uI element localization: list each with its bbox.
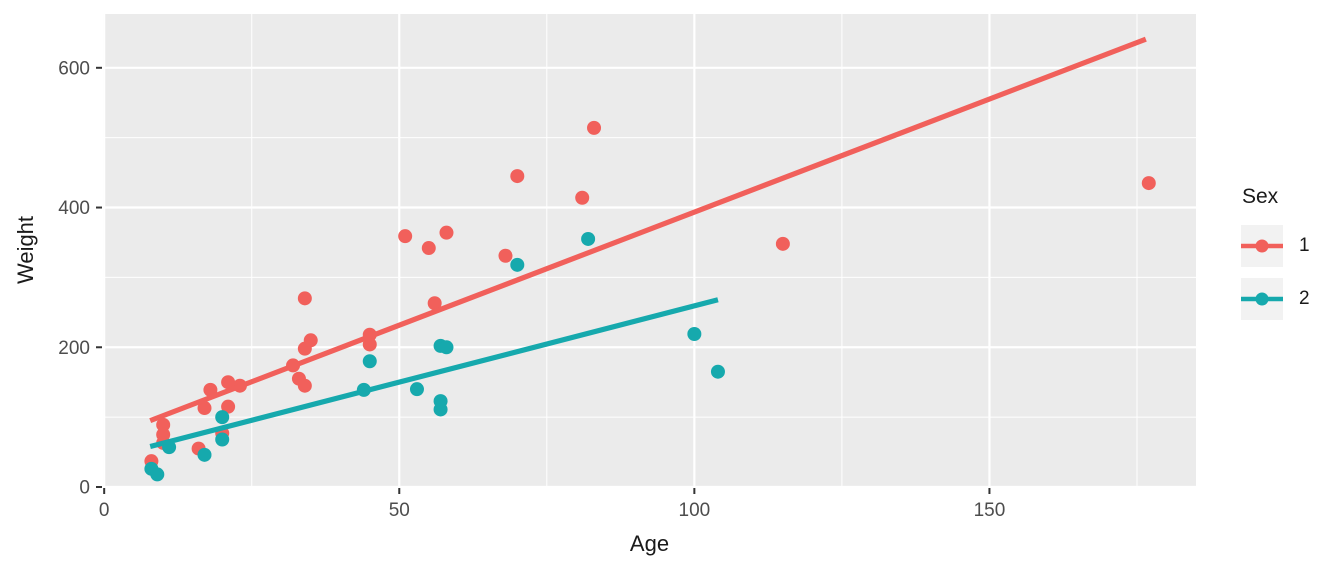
y-tick-label: 400 <box>58 198 90 219</box>
scatter-point-sex-2 <box>197 447 212 462</box>
scatter-point-sex-1 <box>510 169 525 184</box>
scatter-point-sex-2 <box>362 354 377 369</box>
scatter-point-sex-1 <box>427 296 442 311</box>
scatter-point-sex-2 <box>215 410 230 425</box>
scatter-point-sex-1 <box>297 291 312 306</box>
scatter-point-sex-2 <box>215 432 230 447</box>
scatter-point-sex-1 <box>203 382 218 397</box>
x-axis-title: Age <box>629 531 670 556</box>
scatter-point-sex-1 <box>498 248 513 263</box>
scatter-point-sex-2 <box>433 402 448 417</box>
scatter-point-sex-1 <box>221 399 236 414</box>
scatter-point-sex-1 <box>775 236 790 251</box>
scatter-point-sex-2 <box>409 382 424 397</box>
x-tick-label: 0 <box>99 500 110 521</box>
scatter-point-sex-2 <box>710 364 725 379</box>
scatter-point-sex-2 <box>439 340 454 355</box>
legend: Sex 1 2 <box>1241 185 1310 331</box>
trend-line-with-point-icon <box>1241 292 1283 306</box>
scatter-point-sex-1 <box>1141 176 1156 191</box>
scatter-point-sex-1 <box>297 378 312 393</box>
legend-label-sex-2: 2 <box>1299 288 1310 309</box>
scatter-point-sex-1 <box>439 225 454 240</box>
scatter-point-sex-1 <box>362 337 377 352</box>
legend-entry-sex-2: 2 <box>1241 278 1310 320</box>
scatter-point-sex-1 <box>587 120 602 135</box>
scatter-point-sex-1 <box>303 333 318 348</box>
legend-key-sex-2 <box>1241 278 1283 320</box>
y-tick-label: 600 <box>58 58 90 79</box>
scatter-point-sex-2 <box>581 231 596 246</box>
scatter-point-sex-2 <box>687 326 702 341</box>
legend-label-sex-1: 1 <box>1299 235 1310 256</box>
x-tick-label: 50 <box>389 500 410 521</box>
y-axis-title: Weight <box>13 215 38 285</box>
y-tick-label: 200 <box>58 338 90 359</box>
scatter-point-sex-1 <box>398 229 413 244</box>
x-tick-label: 100 <box>679 500 711 521</box>
legend-key-sex-1 <box>1241 225 1283 267</box>
legend-title: Sex <box>1242 185 1279 208</box>
plot-panel <box>103 14 1196 487</box>
scatter-point-sex-2 <box>150 467 165 482</box>
scatter-point-sex-1 <box>156 417 171 432</box>
legend-entry-sex-1: 1 <box>1241 225 1310 267</box>
scatter-point-sex-1 <box>197 401 212 416</box>
scatter-point-sex-1 <box>221 375 236 390</box>
scatter-point-sex-1 <box>421 241 436 256</box>
trend-line-with-point-icon <box>1241 239 1283 253</box>
y-tick-label: 0 <box>79 478 90 499</box>
scatter-point-sex-2 <box>510 257 525 272</box>
x-tick-label: 150 <box>974 500 1006 521</box>
trend-line-sex-2 <box>149 297 719 449</box>
scatter-point-sex-1 <box>575 190 590 205</box>
trend-line-sex-1 <box>149 36 1147 424</box>
